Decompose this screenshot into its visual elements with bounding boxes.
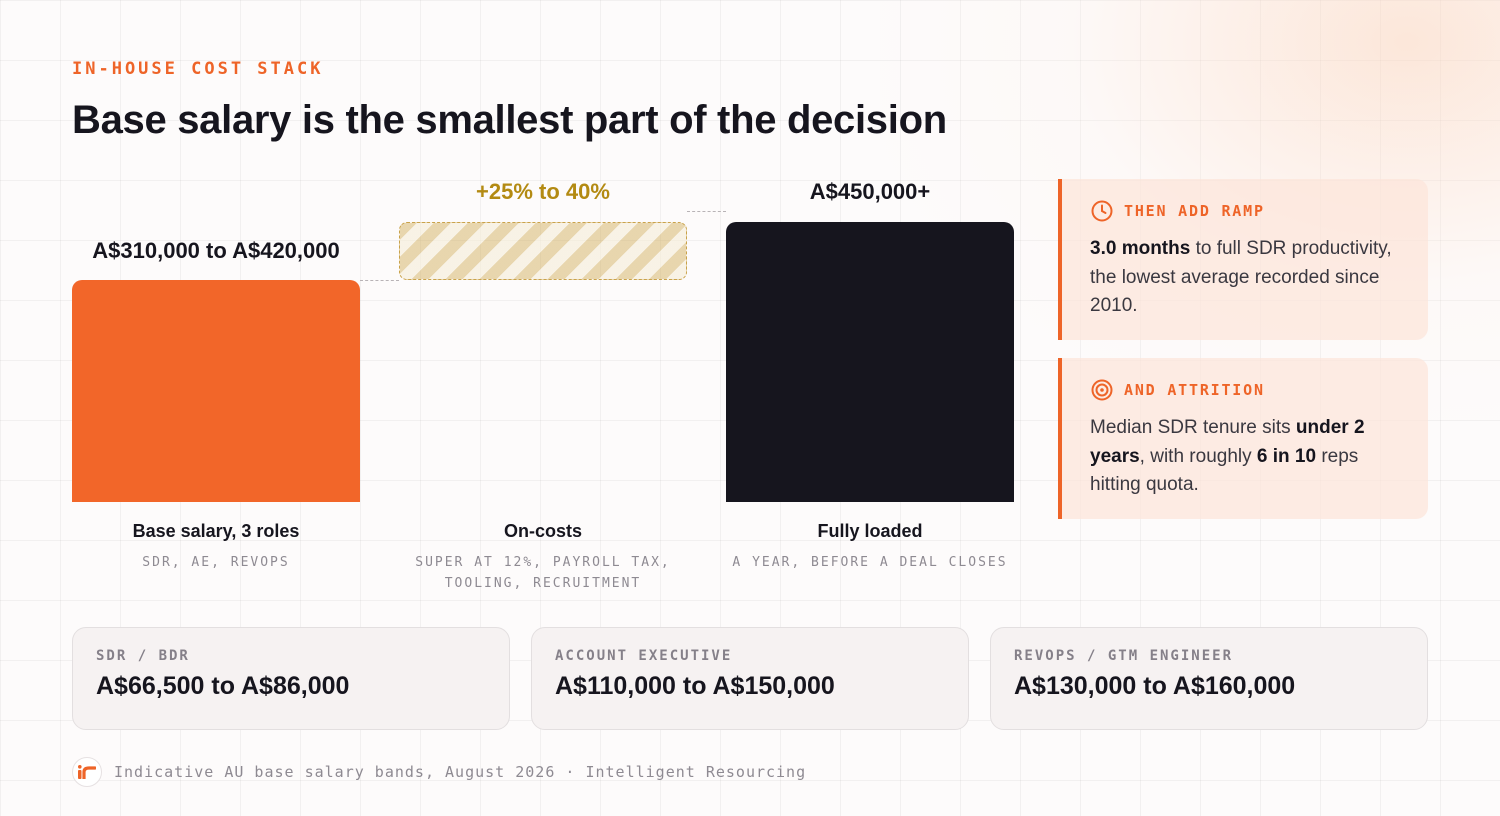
salary-band-role: SDR / BDR xyxy=(96,648,190,664)
connector-base-oncost xyxy=(360,280,399,281)
oncost-subtitle-line: SUPER AT 12%, PAYROLL TAX, xyxy=(415,555,671,570)
fully-loaded-value-label: A$450,000+ xyxy=(809,179,931,204)
fully-loaded-subtitle: A YEAR, BEFORE A DEAL CLOSES xyxy=(716,552,1024,573)
salary-band-ae: ACCOUNT EXECUTIVE A$110,000 to A$150,000 xyxy=(531,627,969,730)
footer-text: Indicative AU base salary bands, August … xyxy=(114,763,807,781)
footer: Indicative AU base salary bands, August … xyxy=(72,757,806,787)
salary-band-role: ACCOUNT EXECUTIVE xyxy=(555,648,733,664)
logo-mark-icon xyxy=(78,765,96,779)
headline: Base salary is the smallest part of the … xyxy=(72,98,947,142)
fully-loaded-bar xyxy=(726,222,1014,502)
cost-stack-chart: A$310,000 to A$420,000 Base salary, 3 ro… xyxy=(72,179,1024,594)
intelligent-resourcing-logo xyxy=(72,757,102,787)
salary-band-range: A$66,500 to A$86,000 xyxy=(96,672,350,700)
oncost-value-label: +25% to 40% xyxy=(476,179,610,204)
base-salary-value-label: A$310,000 to A$420,000 xyxy=(92,238,340,263)
oncost-subtitle-line: TOOLING, RECRUITMENT xyxy=(444,576,642,591)
fully-loaded-subtitle-line: A YEAR, BEFORE A DEAL CLOSES xyxy=(732,555,1008,570)
ramp-card: THEN ADD RAMP 3.0 months to full SDR pro… xyxy=(1058,179,1428,340)
attrition-card-body-text: reps hitting quota. xyxy=(1090,445,1359,496)
salary-band-range: A$130,000 to A$160,000 xyxy=(1014,672,1296,700)
oncost-bar xyxy=(399,222,687,280)
attrition-card-body-bold: under 2 years xyxy=(1090,417,1365,467)
attrition-card-body-text: Median SDR tenure sits xyxy=(1090,417,1296,438)
target-icon xyxy=(1091,379,1113,401)
salary-band-revops: REVOPS / GTM ENGINEER A$130,000 to A$160… xyxy=(990,627,1428,730)
attrition-card-body-text: , with roughly xyxy=(1139,445,1257,467)
attrition-card-body-bold: 6 in 10 xyxy=(1256,445,1317,467)
fully-loaded-title: Fully loaded xyxy=(817,521,923,541)
base-salary-bar xyxy=(72,280,360,502)
oncost-subtitle: SUPER AT 12%, PAYROLL TAX, TOOLING, RECR… xyxy=(385,552,701,594)
oncost-title: On-costs xyxy=(503,521,582,541)
salary-band-role: REVOPS / GTM ENGINEER xyxy=(1014,648,1234,664)
base-salary-subtitle-line: SDR, AE, REVOPS xyxy=(142,555,290,570)
base-salary-title: Base salary, 3 roles xyxy=(132,521,300,541)
salary-band-sdr: SDR / BDR A$66,500 to A$86,000 xyxy=(72,627,510,730)
salary-band-range: A$110,000 to A$150,000 xyxy=(555,672,835,700)
ramp-card-body-bold: 3.0 months xyxy=(1090,238,1191,259)
connector-oncost-full xyxy=(687,211,726,212)
attrition-card: AND ATTRITION Median SDR tenure sits und… xyxy=(1058,358,1428,519)
clock-icon xyxy=(1091,200,1113,222)
ramp-card-body: 3.0 months to full SDR productivity, the… xyxy=(1090,235,1400,321)
ramp-card-body-text: to full SDR productivity, the lowest ave… xyxy=(1090,238,1392,316)
eyebrow-label: IN-HOUSE COST STACK xyxy=(72,59,324,79)
attrition-card-body: Median SDR tenure sits under 2 years, wi… xyxy=(1090,414,1400,500)
base-salary-subtitle: SDR, AE, REVOPS xyxy=(72,552,360,573)
attrition-card-title: AND ATTRITION xyxy=(1124,381,1265,399)
ramp-card-title: THEN ADD RAMP xyxy=(1124,202,1265,220)
